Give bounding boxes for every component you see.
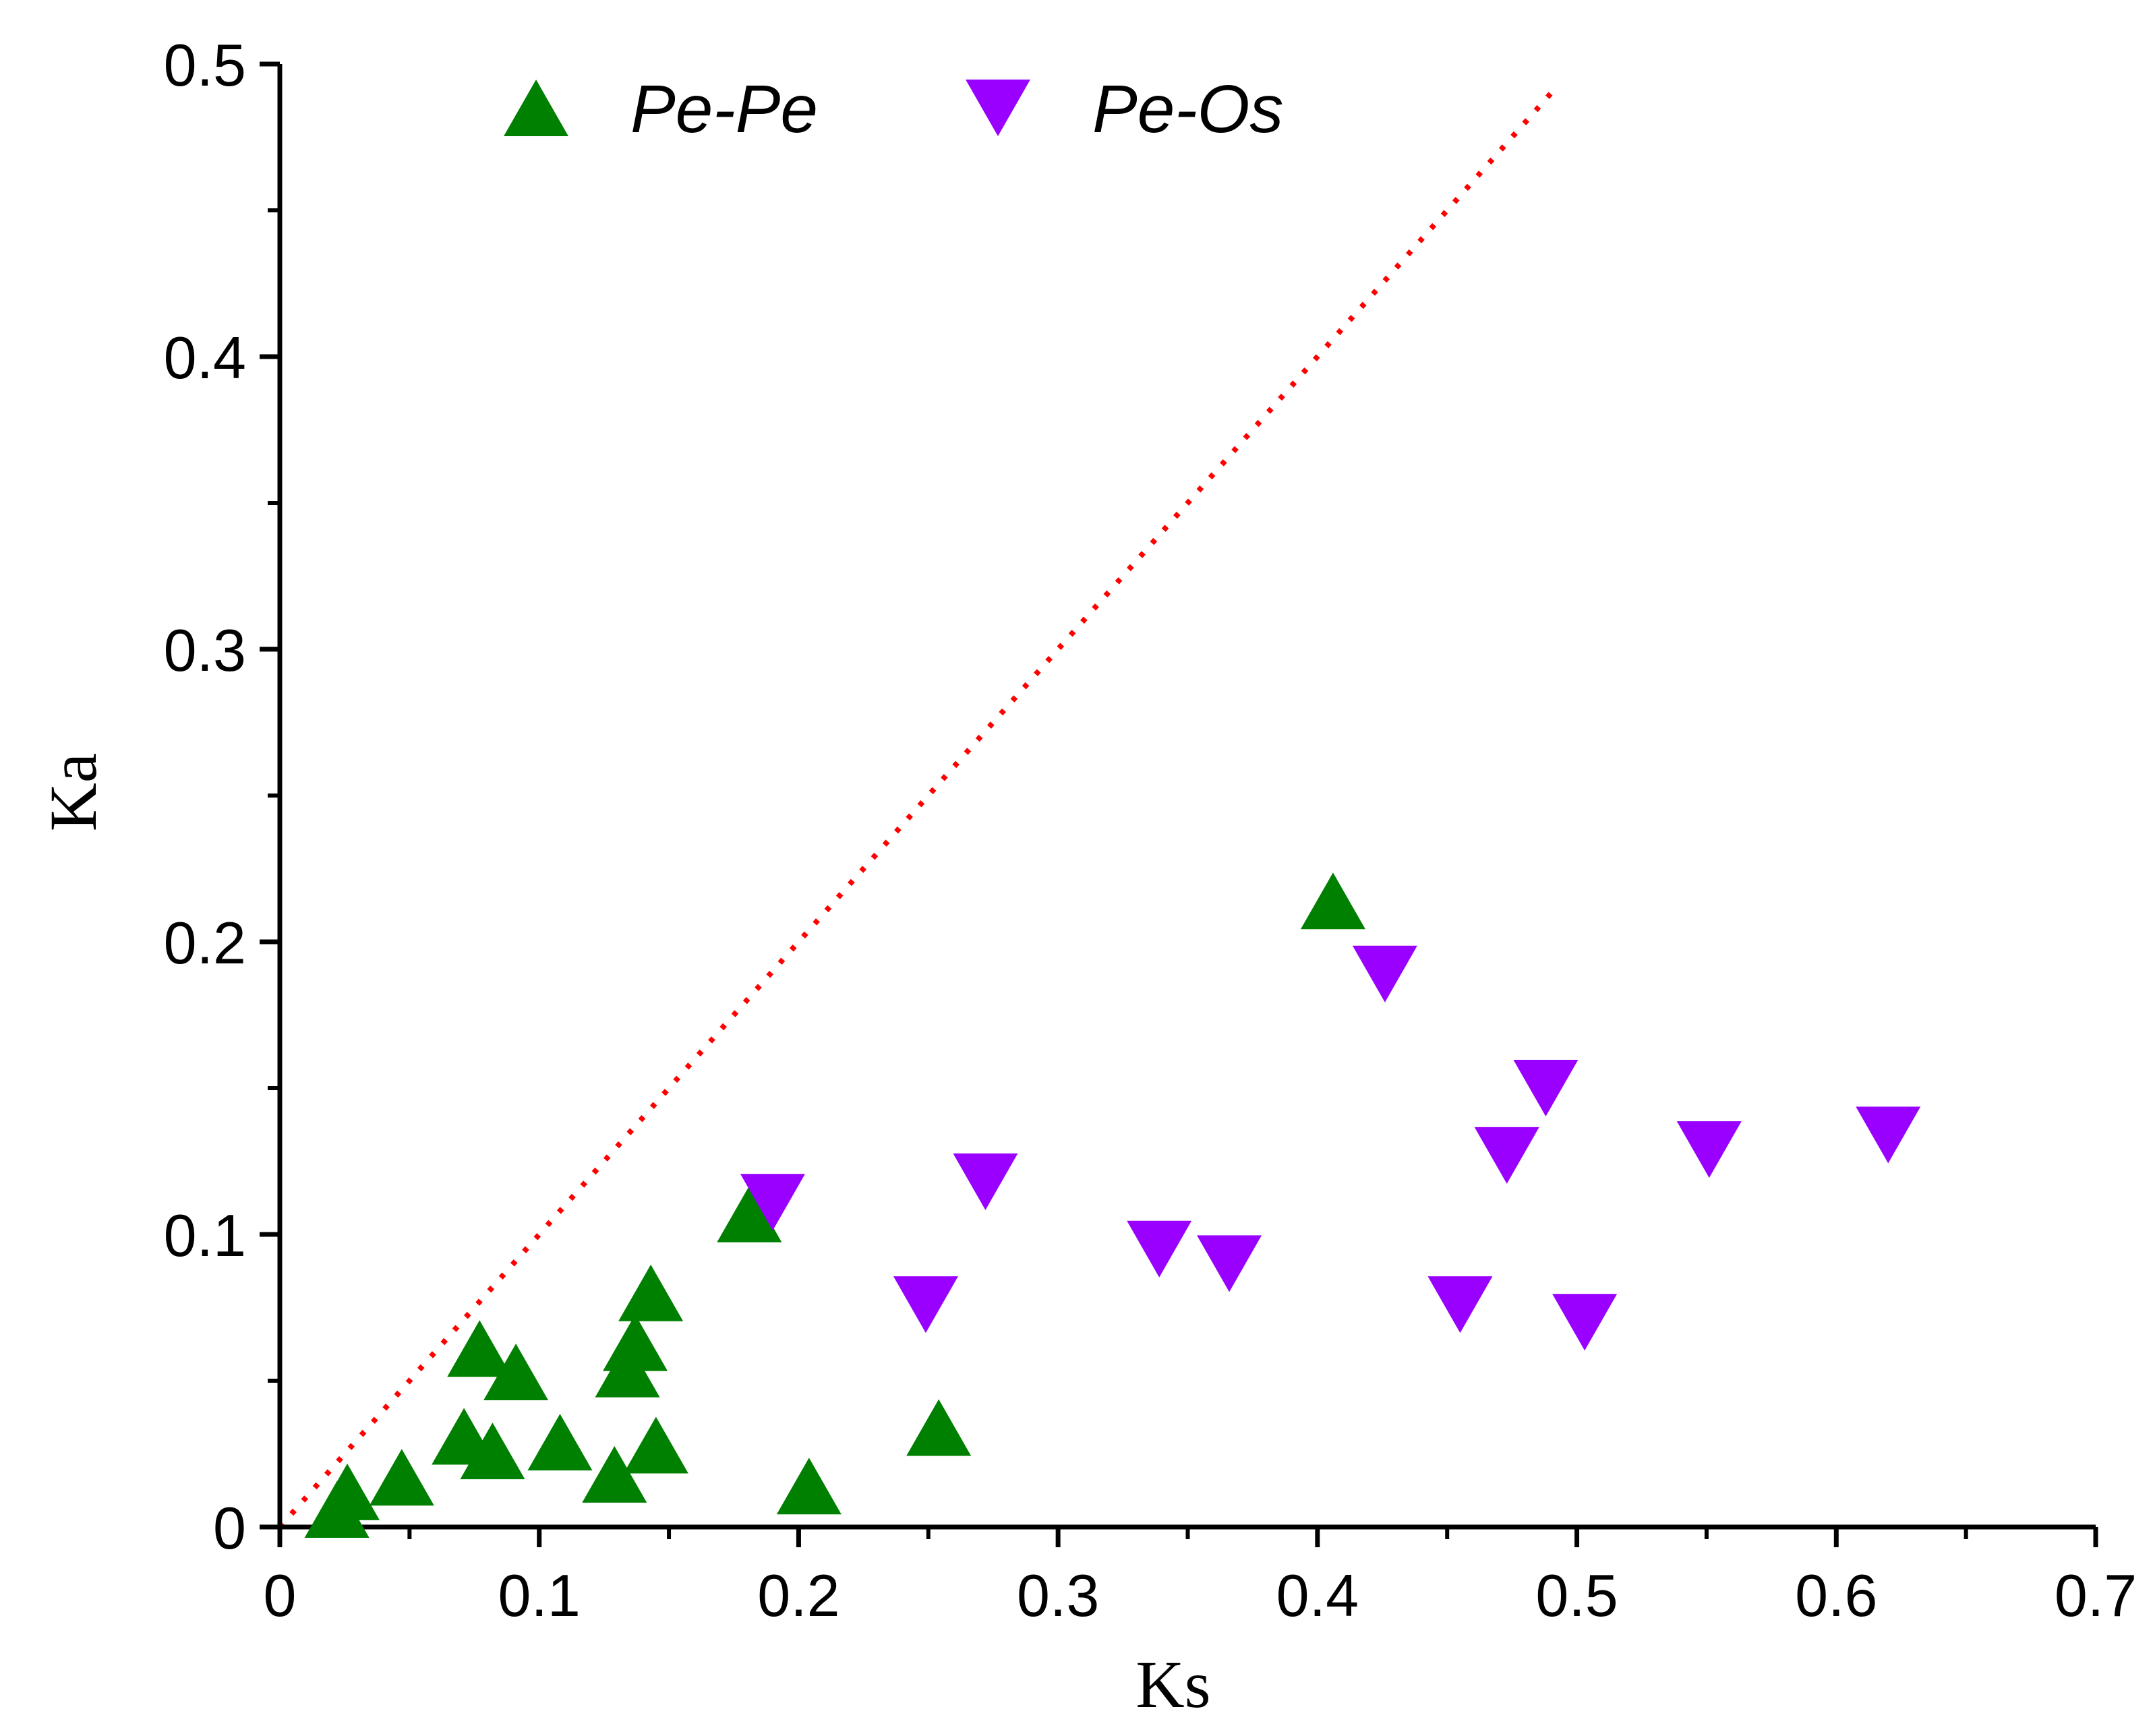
data-point-pe-os (1427, 1276, 1493, 1334)
legend-label-pe-os: Pe-Os (1092, 71, 1283, 147)
data-point-pe-os (953, 1153, 1018, 1210)
x-axis-title: Ks (1136, 1647, 1210, 1722)
data-point-pe-pe (460, 1423, 525, 1480)
data-point-pe-os (1856, 1106, 1921, 1164)
data-point-pe-os (1513, 1060, 1579, 1116)
y-tick-label: 0.1 (164, 1202, 246, 1269)
x-tick-label: 0.3 (1017, 1562, 1099, 1629)
data-point-pe-pe (618, 1264, 684, 1321)
x-tick-label: 0.2 (757, 1562, 839, 1629)
data-point-pe-pe (906, 1399, 972, 1456)
x-tick-label: 0 (264, 1562, 297, 1629)
data-point-pe-pe (447, 1320, 512, 1377)
legend-label-pe-pe: Pe-Pe (630, 71, 818, 147)
legend-marker-pe-os (966, 80, 1030, 136)
x-tick-label: 0.6 (1795, 1562, 1877, 1629)
y-tick-label: 0 (213, 1495, 246, 1561)
data-point-pe-os (1352, 945, 1417, 1002)
data-point-pe-pe (1300, 872, 1365, 930)
data-point-pe-pe (776, 1458, 842, 1515)
data-point-pe-pe (582, 1445, 647, 1503)
data-point-pe-os (740, 1174, 805, 1231)
data-point-pe-pe (717, 1185, 782, 1243)
data-point-pe-pe (527, 1414, 593, 1471)
data-point-pe-os (893, 1276, 958, 1334)
reference-line-group (278, 91, 1554, 1529)
data-point-pe-pe (623, 1416, 688, 1474)
y-axis-title: Ka (36, 753, 111, 832)
data-point-pe-os (1197, 1235, 1262, 1292)
y-tick-label: 0.3 (164, 617, 246, 684)
x-tick-label: 0.7 (2055, 1562, 2137, 1629)
y-tick-label: 0.2 (164, 909, 246, 976)
data-point-pe-os (1676, 1121, 1742, 1178)
ticks-group: 0 0.1 0.2 0.3 0.4 0.5 0.6 0.7 0 0.1 0.2 0.3 0.4 0.5 (164, 32, 2137, 1629)
y-tick-label: 0.5 (164, 32, 246, 98)
y-tick-label: 0.4 (164, 324, 246, 391)
data-point-pe-pe (603, 1314, 668, 1371)
axes-group (277, 64, 2096, 1530)
data-point-pe-os (1127, 1220, 1192, 1278)
x-tick-label: 0.5 (1535, 1562, 1618, 1629)
data-point-pe-pe (369, 1449, 434, 1506)
reference-line (278, 91, 1554, 1529)
legend-marker-pe-pe (504, 80, 568, 136)
data-point-pe-pe (315, 1463, 380, 1520)
data-point-pe-os (1552, 1294, 1618, 1351)
legend: Pe-Pe Pe-Os (504, 71, 1283, 147)
x-tick-label: 0.1 (498, 1562, 581, 1629)
x-tick-label: 0.4 (1276, 1562, 1359, 1629)
data-point-pe-pe (483, 1343, 549, 1400)
data-point-pe-os (1474, 1127, 1539, 1184)
points-group (304, 872, 1921, 1538)
